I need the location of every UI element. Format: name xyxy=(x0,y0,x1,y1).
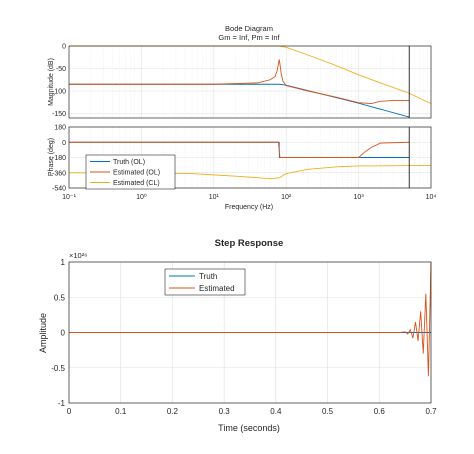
step-legend-label-estimated: Estimated xyxy=(199,284,235,293)
bode-y-tick-label: 180 xyxy=(54,125,66,132)
phase-ylabel: Phase (deg) xyxy=(48,138,55,176)
bode-x-tick-label: 10³ xyxy=(354,194,365,201)
magnitude-grid xyxy=(69,45,431,118)
bode-y-tick-label: -180 xyxy=(52,155,66,162)
step-x-tick-label: 0.1 xyxy=(115,407,127,416)
step-lines xyxy=(69,261,432,377)
bode-legend-label-estimated-cl: Estimated (CL) xyxy=(113,180,160,187)
bode-y-tick-label: -50 xyxy=(56,66,66,73)
bode-x-tick-label: 10² xyxy=(281,194,292,201)
step-y-tick-label: 0 xyxy=(61,329,66,338)
bode-series-phase-2 xyxy=(68,165,431,180)
step-y-exponent: ×10²⁶ xyxy=(69,251,87,260)
step-series-1 xyxy=(69,261,432,377)
bode-x-tick-label: 10⁻¹ xyxy=(62,194,76,201)
bode-series-magnitude-1 xyxy=(69,59,410,105)
step-ticks: 0 0.1 0.2 0.3 0.4 0.5 0.6 0.7 -1 -0.5 0 0.5 1 xyxy=(51,258,437,416)
bode-legend: Truth (OL) Estimated (OL) Estimated (CL) xyxy=(85,154,176,190)
magnitude-ticks: 0 -50 -100 -150 xyxy=(52,44,66,119)
magnitude-ylabel: Magnitude (dB) xyxy=(48,58,55,106)
step-y-tick-label: 1 xyxy=(61,258,66,267)
bode-x-tick-label: 10⁴ xyxy=(426,194,437,201)
bode-x-ticks: 10⁻¹ 10⁰ 10¹ 10² 10³ 10⁴ xyxy=(62,193,436,201)
bode-title: Bode Diagram xyxy=(225,24,273,33)
bode-x-tick-label: 10¹ xyxy=(209,194,220,201)
phase-lines xyxy=(68,127,431,188)
step-x-tick-label: 0.4 xyxy=(270,407,282,416)
bode-y-tick-label: -360 xyxy=(52,170,66,177)
bode-y-tick-label: -150 xyxy=(52,111,66,118)
step-legend-label-truth: Truth xyxy=(199,272,217,281)
step-legend: Truth Estimated xyxy=(164,268,246,296)
magnitude-axes-box xyxy=(68,45,432,119)
phase-axes-box xyxy=(68,126,432,189)
step-x-tick-label: 0.2 xyxy=(167,407,179,416)
bode-legend-label-truth: Truth (OL) xyxy=(113,159,145,166)
magnitude-axes xyxy=(69,46,431,118)
bode-y-tick-label: 0 xyxy=(62,44,66,51)
bode-x-tick-label: 10⁰ xyxy=(136,193,147,201)
step-axes-box xyxy=(68,261,432,404)
step-x-tick-label: 0.6 xyxy=(374,407,386,416)
phase-ticks: 180 0 -180 -360 -540 xyxy=(52,125,66,193)
bode-xlabel: Frequency (Hz) xyxy=(225,204,273,211)
bode-legend-label-estimated: Estimated (OL) xyxy=(113,170,160,177)
step-x-tick-label: 0.3 xyxy=(219,407,231,416)
bode-subtitle: Gm = Inf, Pm = Inf xyxy=(218,33,280,42)
bode-y-tick-label: -540 xyxy=(52,186,66,193)
step-legend-box xyxy=(164,268,246,296)
bode-y-tick-label: -100 xyxy=(52,89,66,96)
step-ylabel: Amplitude xyxy=(38,313,48,353)
step-x-tick-label: 0.7 xyxy=(425,407,437,416)
bode-series-phase-1 xyxy=(69,141,410,158)
bode-y-tick-label: 0 xyxy=(62,140,66,147)
step-y-tick-label: -1 xyxy=(58,399,66,408)
step-y-tick-label: 0.5 xyxy=(54,293,66,302)
step-x-tick-label: 0.5 xyxy=(322,407,334,416)
step-x-tick-label: 0 xyxy=(67,407,72,416)
step-xlabel: Time (seconds) xyxy=(218,423,280,433)
step-y-tick-label: -0.5 xyxy=(51,364,65,373)
step-title: Step Response xyxy=(215,238,284,249)
